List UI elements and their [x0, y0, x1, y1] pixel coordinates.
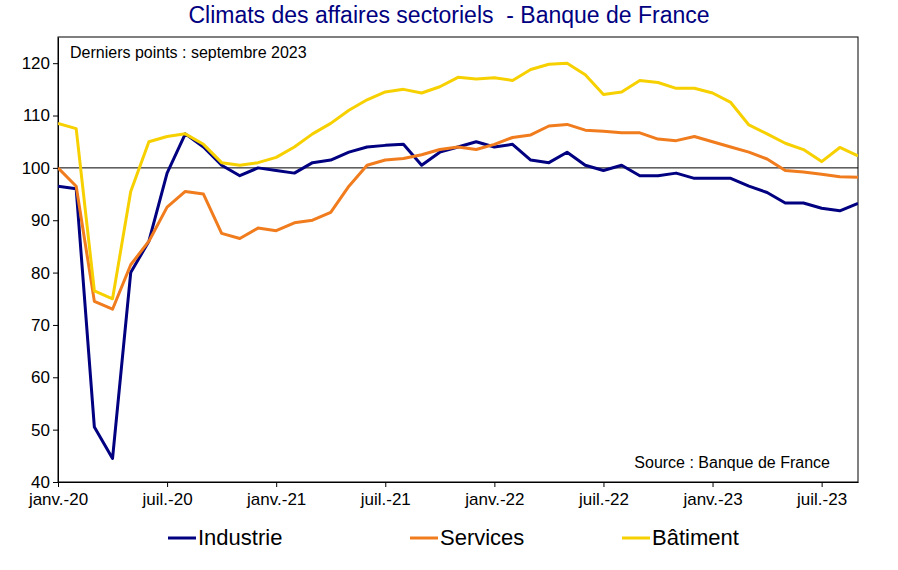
x-axis-line — [59, 482, 859, 483]
source: Source : Banque de France — [634, 454, 830, 471]
x-tick: juil.-22 — [578, 482, 629, 509]
x-tick: janv.-22 — [464, 482, 524, 509]
series-line — [58, 63, 858, 299]
legend-label: Industrie — [198, 525, 282, 550]
y-tick: 120 — [22, 54, 58, 73]
y-tick-mark — [53, 220, 58, 221]
series-line — [58, 124, 858, 309]
y-tick: 70 — [31, 316, 58, 335]
x-tick-label: janv.-21 — [246, 490, 306, 509]
y-tick-label: 50 — [31, 421, 50, 440]
x-tick-label: janv.-22 — [464, 490, 524, 509]
y-tick-label: 110 — [23, 106, 50, 125]
y-axis-line — [58, 38, 59, 483]
x-tick-mark — [276, 482, 277, 487]
legend-swatch — [168, 537, 196, 540]
x-tick-label: janv.-20 — [28, 490, 88, 509]
y-tick-mark — [53, 482, 58, 483]
x-tick-mark — [167, 482, 168, 487]
x-tick-mark — [713, 482, 714, 487]
x-tick-label: juil.-22 — [578, 490, 629, 509]
y-axis: 40 50 60 70 80 90 100 110 120 — [22, 38, 59, 492]
plot-area — [58, 63, 858, 458]
x-tick: janv.-21 — [246, 482, 306, 509]
x-tick-label: juil.-20 — [142, 490, 193, 509]
y-tick-label: 80 — [31, 264, 50, 283]
x-tick: juil.-23 — [796, 482, 847, 509]
y-tick: 50 — [31, 421, 58, 440]
x-tick: janv.-23 — [682, 482, 742, 509]
y-tick-mark — [53, 325, 58, 326]
plot-frame — [58, 37, 858, 482]
y-tick-mark — [53, 377, 58, 378]
y-tick-label: 100 — [22, 159, 50, 178]
x-tick-mark — [58, 482, 59, 487]
legend: Industrie Services Bâtiment — [168, 525, 739, 550]
y-tick: 60 — [31, 368, 58, 387]
y-tick-label: 120 — [22, 54, 50, 73]
legend-label: Services — [440, 525, 524, 550]
x-tick: juil.-21 — [360, 482, 411, 509]
x-tick-label: janv.-23 — [682, 490, 742, 509]
y-tick: 110 — [23, 106, 58, 125]
legend-swatch — [622, 537, 650, 540]
chart: Climats des affaires sectoriels - Banque… — [0, 0, 898, 570]
y-tick-label: 60 — [31, 368, 50, 387]
title: Climats des affaires sectoriels - Banque… — [188, 2, 709, 28]
y-tick-mark — [53, 63, 58, 64]
y-tick: 80 — [31, 264, 58, 283]
x-tick: juil.-20 — [142, 482, 193, 509]
y-tick: 100 — [22, 159, 58, 178]
x-tick-mark — [822, 482, 823, 487]
y-tick-mark — [53, 168, 58, 169]
x-tick-mark — [603, 482, 604, 487]
y-tick-label: 90 — [31, 211, 50, 230]
x-tick-label: juil.-23 — [796, 490, 847, 509]
legend-label: Bâtiment — [652, 525, 739, 550]
note: Derniers points : septembre 2023 — [70, 44, 307, 61]
y-tick: 90 — [31, 211, 58, 230]
y-tick-label: 40 — [31, 473, 50, 492]
legend-swatch — [410, 537, 438, 540]
y-tick-mark — [53, 273, 58, 274]
y-tick-mark — [53, 430, 58, 431]
y-tick: 40 — [31, 473, 58, 492]
x-tick: janv.-20 — [28, 482, 88, 509]
reference-line — [58, 167, 858, 168]
x-tick-mark — [494, 482, 495, 487]
x-axis: janv.-20 juil.-20 janv.-21 juil.-21 janv.-22… — [28, 482, 859, 509]
series-line — [58, 134, 858, 459]
x-tick-mark — [385, 482, 386, 487]
y-tick-label: 70 — [31, 316, 50, 335]
y-tick-mark — [53, 116, 58, 117]
x-tick-label: juil.-21 — [360, 490, 411, 509]
